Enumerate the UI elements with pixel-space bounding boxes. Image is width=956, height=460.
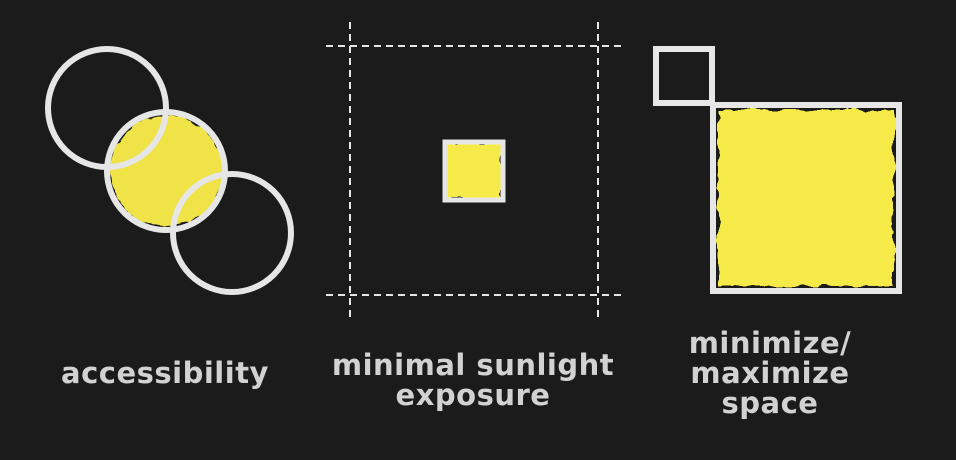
caption-line: minimal sunlight xyxy=(331,348,615,382)
caption-line: maximize xyxy=(690,356,850,390)
small-square-fill xyxy=(447,144,501,198)
highlighted-circle-fill xyxy=(110,115,222,227)
small-square-in-dashed-frame-icon xyxy=(326,22,625,320)
caption-line: accessibility xyxy=(61,356,269,390)
overlapping-circles-icon xyxy=(45,46,294,295)
caption-minimal-sunlight-exposure: minimal sunlight exposure xyxy=(318,350,628,410)
bottom-right-circle xyxy=(170,171,294,295)
small-square-outline xyxy=(442,139,506,203)
caption-minimize-maximize-space: minimize/ maximize space xyxy=(670,328,870,418)
small-square-outline xyxy=(653,46,715,106)
caption-line: exposure xyxy=(395,378,551,412)
middle-circle xyxy=(104,109,228,233)
top-left-circle xyxy=(45,46,169,170)
caption-line: minimize/ xyxy=(688,326,852,360)
large-square-fill xyxy=(718,110,894,286)
caption-accessibility: accessibility xyxy=(40,358,290,388)
small-and-large-square-icon xyxy=(653,46,902,294)
large-square-outline xyxy=(710,102,902,294)
caption-line: space xyxy=(721,386,819,420)
